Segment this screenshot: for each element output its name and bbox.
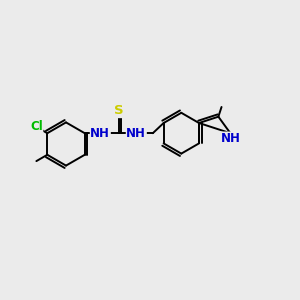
Text: NH: NH (126, 127, 146, 140)
Text: S: S (114, 104, 124, 118)
Text: Cl: Cl (30, 120, 43, 134)
Text: NH: NH (220, 132, 240, 145)
Text: NH: NH (90, 127, 110, 140)
